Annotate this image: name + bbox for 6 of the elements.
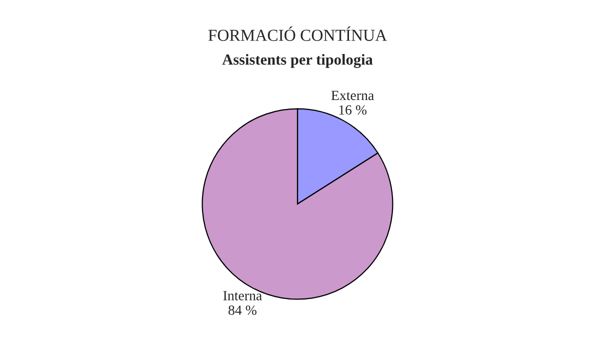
slice-label: Interna <box>223 291 262 300</box>
data-label: 16 % <box>339 105 367 115</box>
slice-label: Externa <box>331 90 374 100</box>
chart-subtitle: Assistents per tipologia <box>222 54 373 68</box>
data-label: 84 % <box>228 305 256 315</box>
chart-title: FORMACIÓ CONTÍNUA <box>208 26 387 41</box>
